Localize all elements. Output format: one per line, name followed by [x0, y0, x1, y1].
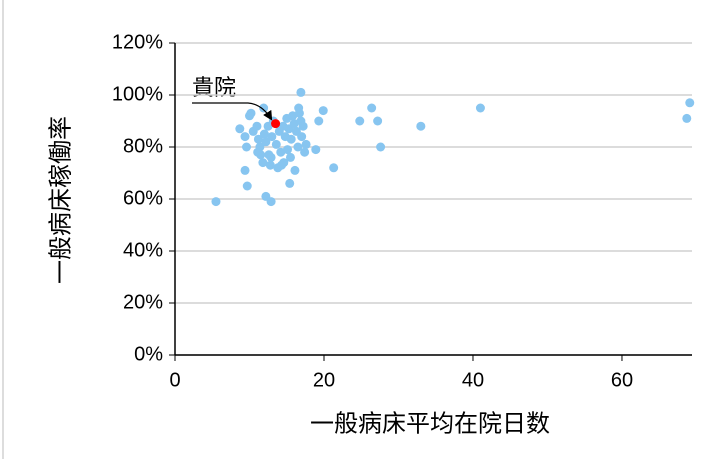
y-tick-label: 100% [112, 83, 163, 105]
point [285, 178, 295, 188]
point [416, 121, 426, 131]
y-tick-label: 60% [123, 187, 163, 209]
point [240, 132, 250, 142]
point [258, 158, 268, 168]
point [682, 113, 692, 123]
point [261, 137, 271, 147]
y-tick-label: 0% [134, 343, 163, 365]
point [301, 139, 311, 149]
point [252, 121, 262, 131]
point [314, 116, 324, 126]
y-tick-label: 80% [123, 135, 163, 157]
point [293, 142, 303, 152]
point [300, 147, 310, 157]
point [376, 142, 386, 152]
point [290, 165, 300, 175]
x-tick-label: 60 [611, 369, 633, 391]
point [685, 98, 695, 108]
y-tick-label: 40% [123, 239, 163, 261]
point [253, 134, 263, 144]
point [318, 106, 328, 116]
point [242, 181, 252, 191]
y-tick-label: 120% [112, 31, 163, 53]
point [285, 152, 295, 162]
point [266, 197, 276, 207]
point [298, 121, 308, 131]
point [271, 139, 281, 149]
annotation: 貴院 [192, 75, 236, 100]
point [475, 103, 485, 113]
point [253, 147, 263, 157]
x-tick-label: 20 [313, 369, 335, 391]
point [266, 152, 276, 162]
point [355, 116, 365, 126]
point [246, 108, 256, 118]
y-axis-title: 一般病床稼働率 [47, 116, 74, 284]
point [277, 160, 287, 170]
point [367, 103, 377, 113]
point [373, 116, 383, 126]
point [235, 124, 245, 134]
point [311, 145, 321, 155]
point [286, 134, 296, 144]
point [267, 132, 277, 142]
point [294, 103, 304, 113]
x-tick-label: 0 [169, 369, 180, 391]
point [242, 142, 252, 152]
point [271, 119, 281, 129]
x-tick-label: 40 [462, 369, 484, 391]
point [265, 160, 275, 170]
point [282, 145, 292, 155]
point [329, 163, 339, 173]
point [296, 87, 306, 97]
y-tick-label: 20% [123, 291, 163, 313]
x-axis-title: 一般病床平均在院日数 [310, 410, 550, 437]
point [259, 129, 269, 139]
point [297, 132, 307, 142]
point [240, 165, 250, 175]
annotation-arrow [192, 102, 273, 121]
point [211, 197, 221, 207]
